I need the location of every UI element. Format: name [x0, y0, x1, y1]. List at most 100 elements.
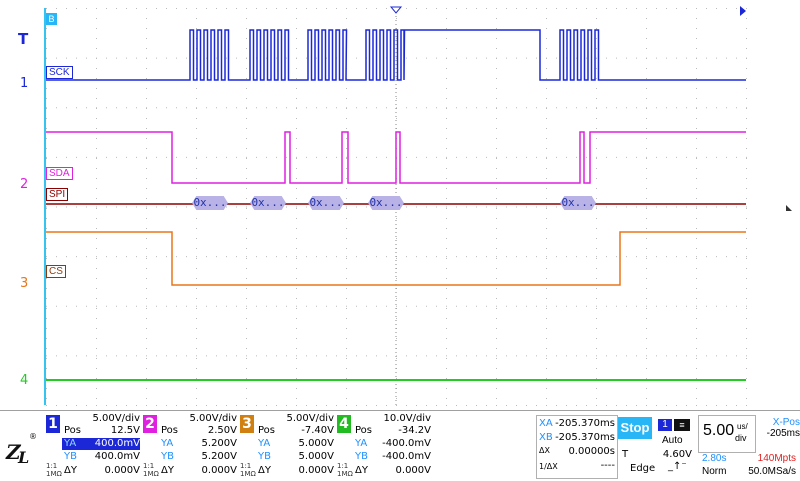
bus-packet[interactable]: 0x...	[192, 196, 228, 210]
ch2-impedance: 1MΩ	[143, 470, 159, 478]
ch3-impedance: 1MΩ	[240, 470, 256, 478]
sda-trace	[46, 131, 746, 184]
dy-label: ΔY	[161, 465, 174, 476]
ch1-pos: 12.5V	[110, 425, 140, 436]
xpos-label: X-Pos	[772, 417, 800, 428]
sck-trace	[46, 29, 746, 81]
trigger-level: 4.60V	[662, 449, 692, 460]
timebase-unit-bottom: div	[735, 433, 747, 443]
cursor-panel[interactable]: XA -205.370ms XB -205.370ms ΔX 0.00000s …	[536, 415, 618, 479]
ch4-dy: 0.000V	[395, 465, 431, 476]
bus-packet[interactable]: 0x...	[250, 196, 286, 210]
trigger-type: Edge	[630, 463, 656, 474]
trigger-level-label: T	[622, 449, 629, 460]
cs-trace	[46, 231, 746, 286]
xpos-panel[interactable]: X-Pos -205ms	[756, 417, 800, 439]
ch4-settings-panel[interactable]: 4 10.0V/div Pos -34.2V YA -400.0mV YB -400.…	[337, 413, 431, 479]
ya-label: YA	[161, 438, 174, 449]
ch2-yb: 5.200V	[201, 451, 237, 462]
rising-edge-icon: _↑⁻	[668, 461, 687, 472]
run-stop-button[interactable]: Stop	[618, 417, 652, 439]
yb-label: YB	[355, 451, 368, 462]
brand-logo: Z L ®	[4, 427, 40, 467]
trigger-mode: Auto	[662, 435, 683, 446]
trigger-position-marker	[389, 6, 403, 14]
ch1-coupling: 1:1	[46, 462, 58, 470]
yb-label: YB	[161, 451, 174, 462]
right-marker-icon	[786, 205, 792, 211]
ch3-ya: 5.000V	[298, 438, 334, 449]
ch1-dy: 0.000V	[104, 465, 140, 476]
ch3-label: CS	[46, 265, 66, 278]
bus-packet[interactable]: 0x...	[368, 196, 404, 210]
bus-packet[interactable]: 0x...	[560, 196, 596, 210]
ch1-marker[interactable]: 1	[20, 76, 29, 91]
ch2-settings-panel[interactable]: 2 5.00V/div Pos 2.50V YA 5.200V YB 5.200V 1…	[143, 413, 237, 479]
ch2-marker[interactable]: 2	[20, 177, 29, 192]
ch3-settings-panel[interactable]: 3 5.00V/div Pos -7.40V YA 5.000V YB 5.000V …	[240, 413, 334, 479]
ch4-pos: -34.2V	[398, 425, 431, 436]
top-badge: B	[46, 13, 57, 25]
waveform-display[interactable]: T B 1 2 3 4 SCK SDA SPI CS 0x... 0x... 0…	[0, 0, 800, 410]
ch1-settings-panel[interactable]: 1 5.00V/div Pos 12.5V YA 400.0mV YB 400.0mV…	[46, 413, 140, 479]
grid	[46, 8, 747, 406]
ch2-pos: 2.50V	[207, 425, 237, 436]
ch3-coupling: 1:1	[240, 462, 252, 470]
ch4-scale: 10.0V/div	[383, 413, 431, 424]
timebase-unit-top: us/	[737, 422, 748, 431]
ch1-label: SCK	[46, 66, 73, 79]
dx-label: ΔX	[539, 446, 550, 455]
pos-label: Pos	[355, 425, 373, 436]
dy-label: ΔY	[64, 465, 77, 476]
svg-text:Z: Z	[5, 440, 22, 464]
trigger-slope-icon: ≡	[674, 419, 690, 431]
ch4-ya: -400.0mV	[382, 438, 431, 449]
ch1-scale: 5.00V/div	[92, 413, 140, 424]
bus-label: SPI	[46, 188, 69, 201]
acquisition-mode: Norm	[702, 466, 727, 477]
waveform-canvas	[44, 6, 792, 406]
ch3-pos: -7.40V	[301, 425, 334, 436]
right-arrow-icon	[740, 6, 746, 16]
ya-label: YA	[355, 438, 368, 449]
svg-text:L: L	[17, 448, 29, 467]
timebase-value: 5.00	[703, 422, 735, 439]
ch3-badge: 3	[240, 415, 254, 433]
ch3-dy: 0.000V	[298, 465, 334, 476]
inv-dx-label: 1/ΔX	[539, 462, 558, 471]
pos-label: Pos	[161, 425, 179, 436]
xb-label: XB	[539, 432, 553, 443]
memory-depth: 140Mpts	[757, 453, 796, 464]
trigger-panel[interactable]: T 4.60V Edge _↑⁻	[620, 449, 696, 477]
ch1-badge: 1	[46, 415, 60, 433]
ch4-badge: 4	[337, 415, 351, 433]
trigger-marker[interactable]: T	[18, 30, 29, 48]
acquisition-panel: 2.80s 140Mpts Norm 50.0MSa/s	[700, 453, 798, 479]
trigger-source[interactable]: 1 ≡ Auto	[656, 417, 694, 446]
ch4-marker[interactable]: 4	[20, 373, 29, 388]
bus-packet[interactable]: 0x...	[308, 196, 344, 210]
yb-label: YB	[258, 451, 271, 462]
ya-label: YA	[64, 438, 77, 449]
ch1-yb: 400.0mV	[94, 451, 140, 462]
timebase-box[interactable]: 5.00 us/ div	[698, 415, 756, 453]
dy-label: ΔY	[258, 465, 271, 476]
xpos-value: -205ms	[766, 428, 800, 439]
ch4-impedance: 1MΩ	[337, 470, 353, 478]
ch3-marker[interactable]: 3	[20, 276, 29, 291]
ch3-scale: 5.00V/div	[286, 413, 334, 424]
ch1-ya: 400.0mV	[94, 438, 140, 449]
pos-label: Pos	[64, 425, 82, 436]
ch2-scale: 5.00V/div	[189, 413, 237, 424]
pos-label: Pos	[258, 425, 276, 436]
yb-label: YB	[64, 451, 77, 462]
dx-value: 0.00000s	[568, 446, 615, 457]
xa-value: -205.370ms	[555, 418, 615, 429]
ch1-impedance: 1MΩ	[46, 470, 62, 478]
xb-value: -205.370ms	[555, 432, 615, 443]
trigger-channel-badge: 1	[658, 419, 672, 431]
dy-label: ΔY	[355, 465, 368, 476]
ch2-label: SDA	[46, 167, 73, 180]
ch2-dy: 0.000V	[201, 465, 237, 476]
ch2-coupling: 1:1	[143, 462, 155, 470]
